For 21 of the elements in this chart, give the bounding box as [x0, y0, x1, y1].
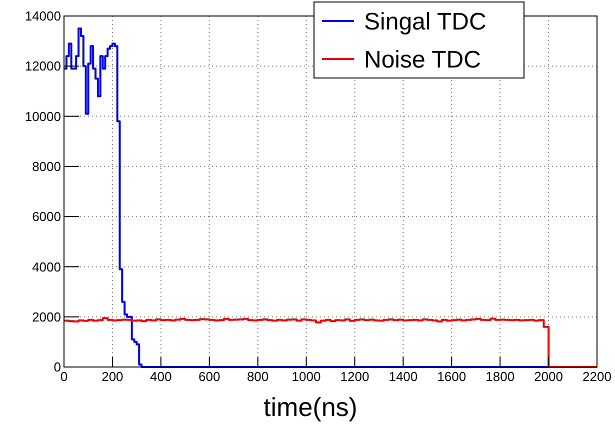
x-tick-label: 2000	[534, 369, 564, 384]
x-tick-label: 1600	[437, 369, 466, 384]
y-tick-label: 2000	[32, 309, 61, 324]
x-tick-label: 1800	[486, 369, 515, 384]
x-tick-label: 600	[198, 369, 220, 384]
legend-label: Singal TDC	[364, 8, 486, 36]
y-tick-label: 6000	[32, 209, 61, 224]
y-tick-label: 8000	[32, 158, 61, 174]
x-tick-label: 1200	[340, 369, 370, 384]
x-tick-label: 2200	[582, 369, 612, 384]
legend-label: Noise TDC	[364, 46, 481, 74]
x-tick-label: 400	[150, 369, 172, 384]
x-tick-label: 800	[246, 369, 269, 384]
x-tick-label: 200	[102, 369, 124, 384]
y-tick-label: 12000	[24, 58, 61, 74]
x-tick-label: 1000	[292, 369, 321, 384]
x-axis-title: time(ns)	[264, 392, 358, 422]
x-tick-label: 1400	[388, 369, 418, 384]
y-tick-label: 14000	[24, 8, 61, 24]
y-tick-label: 10000	[24, 108, 61, 124]
y-tick-label: 4000	[32, 259, 61, 274]
